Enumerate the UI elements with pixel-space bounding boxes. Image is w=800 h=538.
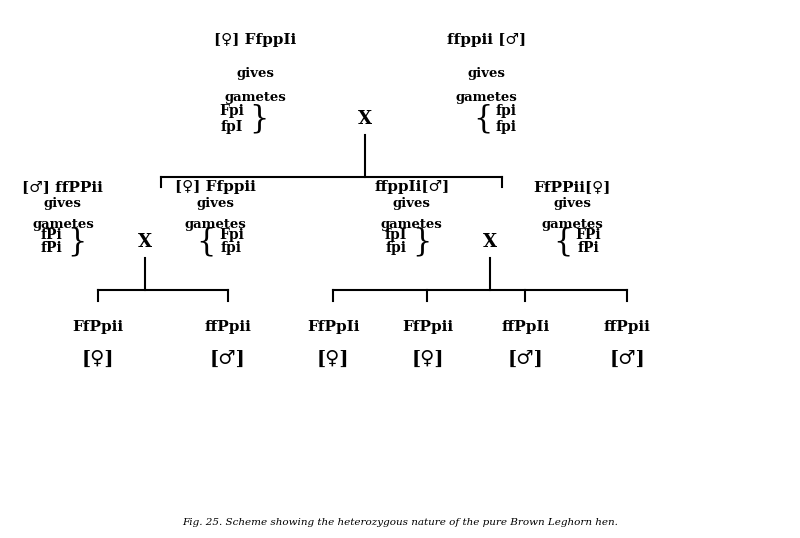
- Text: gives: gives: [554, 196, 591, 210]
- Text: }: }: [250, 103, 269, 134]
- Text: [♀]: [♀]: [317, 350, 350, 367]
- Text: gametes: gametes: [224, 91, 286, 104]
- Text: [♀]: [♀]: [82, 350, 114, 367]
- Text: Fpi: Fpi: [219, 104, 244, 118]
- Text: Fpi: Fpi: [219, 228, 244, 242]
- Text: ffPpIi: ffPpIi: [502, 320, 550, 334]
- Text: fpi: fpi: [495, 104, 516, 118]
- Text: gametes: gametes: [542, 218, 603, 231]
- Text: fPi: fPi: [40, 241, 62, 255]
- Text: ffPpii: ffPpii: [604, 320, 650, 334]
- Text: FfPpii: FfPpii: [402, 320, 453, 334]
- Text: {: {: [473, 103, 493, 134]
- Text: [♂]: [♂]: [210, 350, 246, 367]
- Text: }: }: [412, 226, 431, 257]
- Text: gametes: gametes: [381, 218, 442, 231]
- Text: }: }: [67, 226, 86, 257]
- Text: FfPpIi: FfPpIi: [307, 320, 360, 334]
- Text: FfPpii: FfPpii: [73, 320, 124, 334]
- Text: gametes: gametes: [32, 218, 94, 231]
- Text: X: X: [483, 232, 498, 251]
- Text: X: X: [358, 110, 372, 128]
- Text: {: {: [553, 226, 573, 257]
- Text: [♂]: [♂]: [507, 350, 543, 367]
- Text: ffPpii: ffPpii: [204, 320, 251, 334]
- Text: fpi: fpi: [221, 241, 242, 255]
- Text: gives: gives: [44, 196, 82, 210]
- Text: Fig. 25. Scheme showing the heterozygous nature of the pure Brown Leghorn hen.: Fig. 25. Scheme showing the heterozygous…: [182, 518, 618, 527]
- Text: [♂]: [♂]: [610, 350, 646, 367]
- Text: fpI: fpI: [385, 228, 407, 242]
- Text: fpi: fpi: [495, 119, 516, 133]
- Text: gives: gives: [393, 196, 430, 210]
- Text: [♀]: [♀]: [411, 350, 444, 367]
- Text: ffppIi[♂]: ffppIi[♂]: [374, 180, 450, 194]
- Text: X: X: [138, 232, 152, 251]
- Text: gives: gives: [236, 67, 274, 80]
- Text: gametes: gametes: [455, 91, 517, 104]
- Text: ffppii [♂]: ffppii [♂]: [446, 33, 526, 47]
- Text: [♀] Ffppii: [♀] Ffppii: [175, 180, 256, 194]
- Text: gives: gives: [467, 67, 505, 80]
- Text: fPi: fPi: [578, 241, 599, 255]
- Text: gametes: gametes: [185, 218, 246, 231]
- Text: [♀] FfppIi: [♀] FfppIi: [214, 33, 296, 47]
- Text: FPi: FPi: [575, 228, 601, 242]
- Text: FfPPii[♀]: FfPPii[♀]: [534, 180, 611, 194]
- Text: fpI: fpI: [220, 119, 242, 133]
- Text: fpi: fpi: [386, 241, 406, 255]
- Text: gives: gives: [197, 196, 234, 210]
- Text: [♂] ffPPii: [♂] ffPPii: [22, 180, 103, 194]
- Text: {: {: [196, 226, 216, 257]
- Text: fPi: fPi: [40, 228, 62, 242]
